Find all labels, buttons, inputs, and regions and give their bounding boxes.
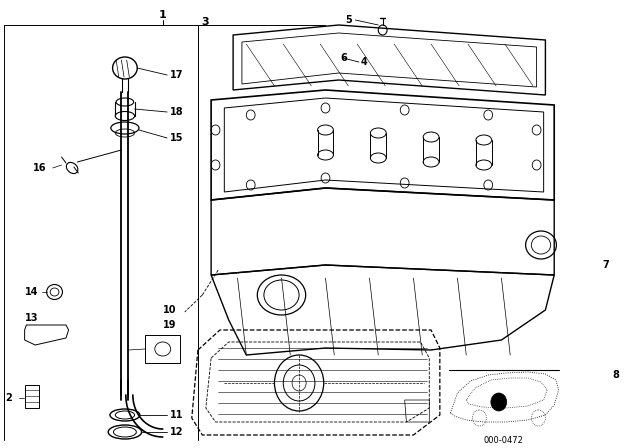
Text: 3: 3 <box>201 17 209 27</box>
Text: 000-0472: 000-0472 <box>483 435 523 444</box>
Text: 18: 18 <box>170 107 184 117</box>
Text: 2: 2 <box>5 393 12 403</box>
Text: 6: 6 <box>340 53 348 63</box>
Text: 17: 17 <box>170 70 183 80</box>
Text: 15: 15 <box>170 133 183 143</box>
Text: 16: 16 <box>33 163 47 173</box>
Text: 14: 14 <box>24 287 38 297</box>
Text: 10: 10 <box>163 305 176 315</box>
Text: 7: 7 <box>603 260 609 270</box>
Circle shape <box>491 393 507 411</box>
Text: 11: 11 <box>170 410 183 420</box>
Text: 8: 8 <box>612 370 620 380</box>
Text: 13: 13 <box>24 313 38 323</box>
Text: 4: 4 <box>361 57 367 67</box>
Text: 19: 19 <box>163 320 176 330</box>
Text: 1: 1 <box>159 10 166 20</box>
Text: 12: 12 <box>170 427 183 437</box>
Text: 5: 5 <box>345 15 352 25</box>
